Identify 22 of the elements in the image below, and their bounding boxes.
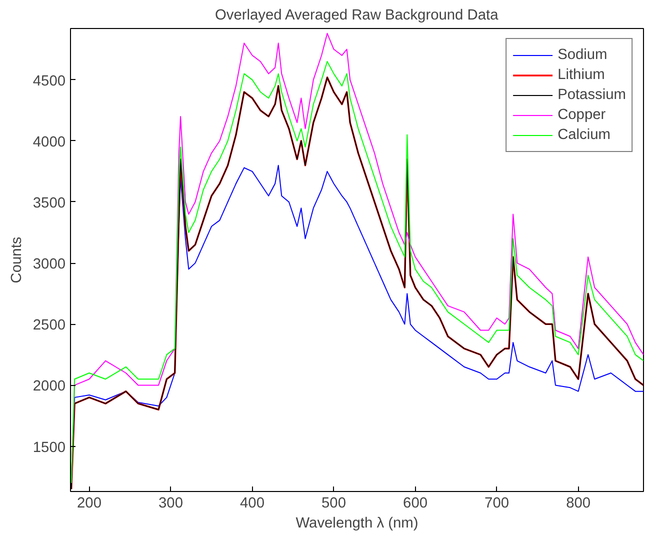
y-tick-label: 2500 <box>32 318 66 334</box>
legend-label: Calcium <box>558 127 610 143</box>
x-tick-label: 200 <box>77 496 102 512</box>
y-tick-label: 1500 <box>32 440 66 456</box>
y-tick-label: 2000 <box>32 378 66 395</box>
x-tick-label: 400 <box>240 496 265 512</box>
legend-label: Copper <box>558 107 606 123</box>
chart-title: Overlayed Averaged Raw Background Data <box>214 8 500 24</box>
y-tick-label: 4000 <box>32 134 66 150</box>
x-tick-label: 500 <box>322 496 346 512</box>
x-tick-label: 600 <box>403 496 428 512</box>
y-tick-label: 3000 <box>32 256 66 273</box>
y-tick-label: 4500 <box>32 73 66 90</box>
x-tick-label: 300 <box>158 496 183 512</box>
legend-label: Sodium <box>558 47 608 63</box>
x-tick-label: 700 <box>484 496 510 512</box>
y-tick-label: 3500 <box>32 195 66 212</box>
x-tick-label: 800 <box>566 496 591 512</box>
legend-label: Potassium <box>558 87 626 103</box>
y-axis-title: Counts <box>8 236 25 284</box>
legend-label: Lithium <box>558 67 605 83</box>
x-axis-title: Wavelength λ (nm) <box>296 516 418 532</box>
